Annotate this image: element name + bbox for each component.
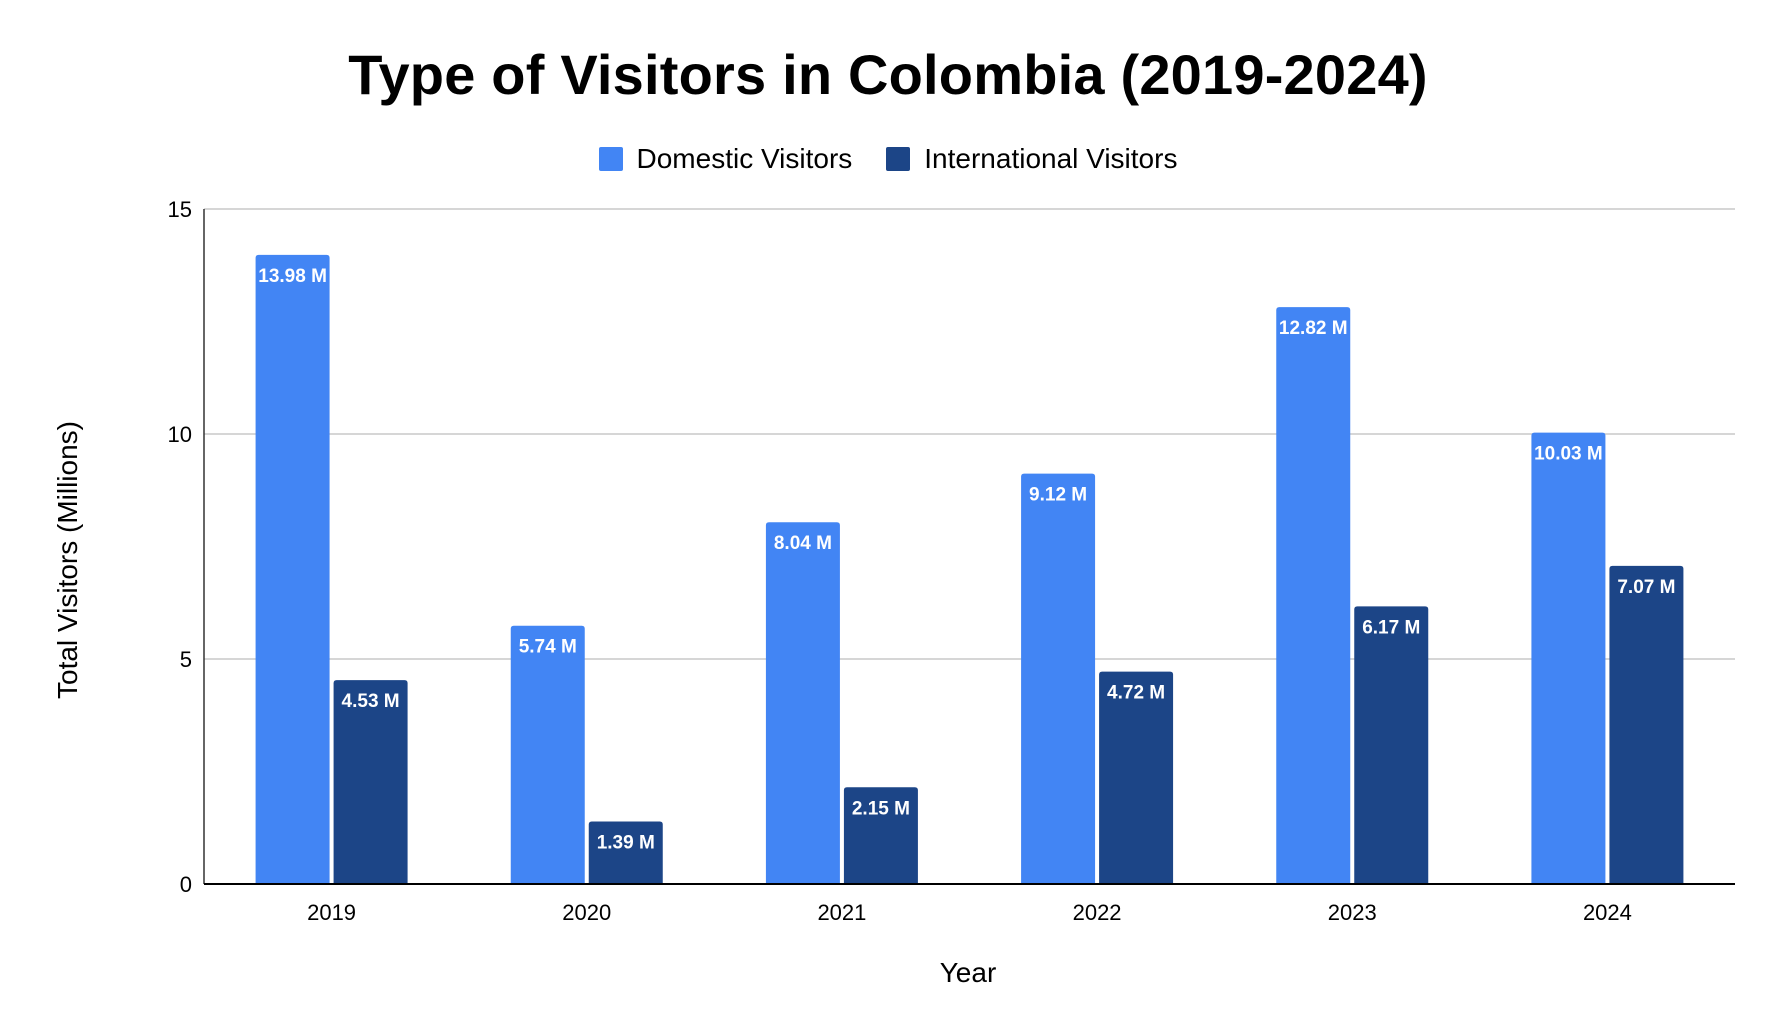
bar-domestic[interactable]: [765, 522, 840, 884]
x-tick-label: 2022: [1073, 900, 1122, 925]
bar-data-label: 6.17 M: [1362, 617, 1420, 638]
legend-item-domestic[interactable]: Domestic Visitors: [598, 143, 853, 175]
x-tick-label: 2020: [562, 900, 611, 925]
data-labels: 13.98 M 4.53 M 5.74 M 1.39 M 8.04 M 2.15 M 9.1…: [258, 266, 1675, 854]
bar-data-label: 8.04 M: [774, 533, 832, 554]
chart-title: Type of Visitors in Colombia (2019-2024): [348, 43, 1428, 106]
bar-international[interactable]: [1354, 606, 1429, 884]
bar-data-label: 1.39 M: [597, 832, 655, 853]
bar-international[interactable]: [1609, 565, 1684, 884]
x-tick-label: 2021: [817, 900, 866, 925]
bar-data-label: 4.53 M: [342, 691, 400, 712]
legend-swatch-international: [886, 147, 911, 171]
bar-domestic[interactable]: [255, 254, 330, 884]
bar-data-label: 9.12 M: [1029, 485, 1087, 506]
bar-data-label: 4.72 M: [1107, 683, 1165, 704]
x-axis-title: Year: [940, 957, 997, 988]
bar-international[interactable]: [588, 821, 663, 884]
bar-domestic[interactable]: [510, 625, 585, 884]
bar-data-label: 5.74 M: [519, 637, 577, 658]
bar-international[interactable]: [333, 680, 408, 884]
chart-legend: Domestic Visitors International Visitors: [0, 143, 1776, 175]
y-axis-title: Total Visitors (Millions): [52, 421, 83, 699]
bar-international[interactable]: [1099, 671, 1174, 884]
bar-data-label: 12.82 M: [1279, 318, 1348, 339]
gridlines: [204, 208, 1735, 660]
bar-data-label: 2.15 M: [852, 798, 910, 819]
bar-domestic[interactable]: [1531, 432, 1606, 884]
x-tick-label: 2023: [1328, 900, 1377, 925]
y-tick-label: 5: [180, 647, 192, 672]
y-tick-label: 0: [180, 872, 192, 897]
legend-label-international: International Visitors: [924, 143, 1178, 174]
y-tick-label: 10: [168, 422, 192, 447]
legend-swatch-domestic: [598, 147, 623, 171]
bar-international[interactable]: [843, 787, 918, 884]
legend-label-domestic: Domestic Visitors: [636, 143, 853, 174]
bar-data-label: 13.98 M: [258, 266, 327, 287]
x-tick-label: 2024: [1583, 900, 1632, 925]
bars: [255, 254, 1684, 885]
y-tick-label: 15: [168, 197, 192, 222]
bar-domestic[interactable]: [1021, 473, 1096, 884]
bar-data-label: 10.03 M: [1534, 444, 1603, 465]
axes: 0 5 10 15 2019 2020 2021 2022 2023 2024: [168, 197, 1735, 925]
bar-domestic[interactable]: [1276, 307, 1351, 885]
bar-data-label: 7.07 M: [1617, 577, 1675, 598]
x-tick-label: 2019: [307, 900, 356, 925]
legend-item-international[interactable]: International Visitors: [886, 143, 1177, 175]
